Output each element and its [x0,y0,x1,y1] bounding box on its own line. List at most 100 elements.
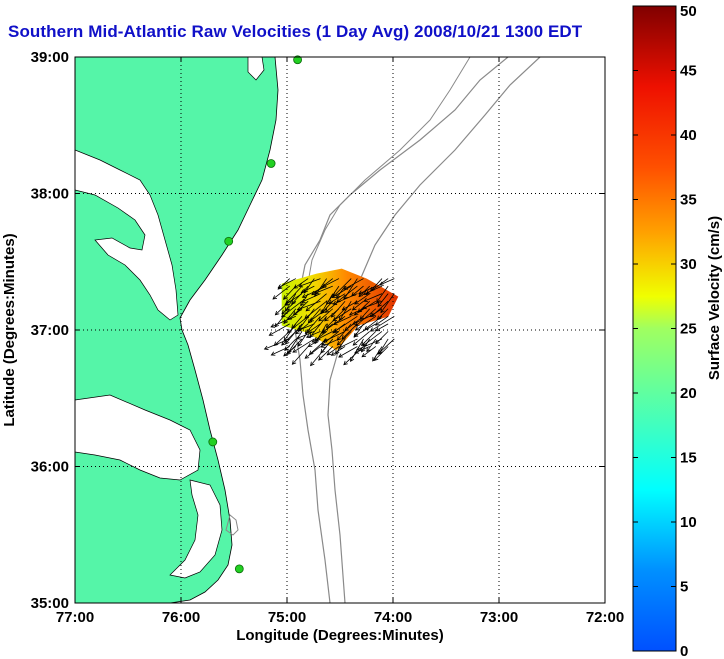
velocity-arrow [331,300,346,318]
velocity-arrow [326,308,346,328]
velocity-arrow [343,346,364,365]
velocity-arrow [292,346,309,365]
velocity-arrow [341,323,358,340]
velocity-arrow [277,278,290,290]
velocity-arrow [352,300,364,311]
velocity-arrowhead [286,350,291,356]
velocity-arrowhead [291,300,296,305]
velocity-arrowhead [361,352,367,358]
velocity-arrow [326,346,340,356]
velocity-arrowhead [371,312,376,317]
colorbar-tick-label: 30 [680,256,697,273]
velocity-arrowhead [300,298,306,303]
velocity-arrow [318,308,334,322]
velocity-arrowhead [324,316,329,322]
velocity-arrow [375,323,389,332]
velocity-arrow [296,331,315,340]
velocity-arrowhead [362,304,367,310]
x-axis-label: Longitude (Degrees:Minutes) [236,627,444,644]
velocity-arrowhead [376,298,381,303]
velocity-arrowhead [291,360,297,365]
velocity-arrow [352,331,370,346]
velocity-arrowhead [304,354,310,359]
velocity-arrow [371,300,389,317]
velocity-arrowhead [296,306,302,311]
velocity-arrow [334,315,358,333]
velocity-arrow [377,338,395,355]
velocity-arrowhead [274,322,280,328]
velocity-arrow [301,285,315,294]
velocity-arrow [333,278,352,297]
x-tick-label: 77:00 [56,609,94,626]
station-marker [293,55,303,65]
colorbar-tick-label: 15 [680,450,697,467]
velocity-arrowhead [321,283,327,288]
velocity-arrowhead [263,345,269,350]
velocity-arrowhead [284,339,290,345]
velocity-arrowhead [283,352,288,357]
velocity-arrowhead [292,348,298,353]
velocity-arrowhead [292,311,298,316]
velocity-arrowhead [310,361,315,367]
velocity-arrow [343,278,358,300]
y-tick-label: 39:00 [31,49,69,66]
velocity-arrowhead [281,309,286,315]
velocity-arrow [375,331,389,345]
velocity-arrowhead [283,295,288,300]
velocity-arrowhead [375,339,380,345]
velocity-arrow [377,308,389,320]
depth-contour-bump [225,514,239,536]
velocity-arrowhead [285,307,290,312]
velocity-arrowhead [268,331,274,336]
velocity-arrow [370,278,383,292]
velocity-arrow [352,315,370,325]
velocity-arrow [366,278,389,295]
velocity-arrow [336,285,358,303]
velocity-arrowhead [295,329,300,335]
colorbar-tick-label: 45 [680,63,697,80]
velocity-arrowhead [366,347,371,353]
velocity-arrow [362,300,383,309]
velocity-arrow [278,278,297,289]
velocity-arrowhead [297,342,302,347]
velocity-arrowhead [330,313,336,318]
y-tick-label: 35:00 [31,595,69,612]
velocity-arrowhead [300,301,305,307]
station-marker [224,236,234,246]
velocity-arrowhead [341,306,347,311]
velocity-arrow [305,316,321,334]
velocity-arrow [379,278,395,286]
velocity-arrowhead [348,311,354,316]
velocity-arrowhead [363,297,368,303]
velocity-arrow [363,293,383,302]
velocity-arrow [298,308,315,330]
velocity-arrow [302,285,327,298]
velocity-arrow [375,315,389,326]
velocity-arrow [304,346,321,359]
velocity-arrow [285,293,297,312]
velocity-arrow [298,278,321,287]
velocity-arrow [362,331,383,347]
velocity-arrowhead [359,315,365,320]
x-tick-label: 76:00 [162,609,200,626]
velocity-arrow [332,308,352,322]
velocity-arrowhead [308,350,314,356]
velocity-arrow [339,300,352,321]
velocity-arrowhead [353,311,359,316]
y-axis-label: Latitude (Degrees:Minutes) [1,233,18,426]
velocity-arrowhead [355,322,360,327]
velocity-arrow [370,315,395,332]
velocity-arrowhead [287,315,292,321]
velocity-arrowhead [352,341,358,346]
velocity-arrowhead [309,333,314,338]
velocity-arrowhead [330,351,336,356]
grid-lines [75,57,605,603]
velocity-arrowhead [341,335,346,340]
x-axis-ticks: 77:00 76:00 75:00 74:00 73:00 72:00 [56,57,624,626]
velocity-arrow [311,331,333,343]
y-tick-label: 37:00 [31,322,69,339]
velocity-arrow [366,338,377,352]
velocity-arrow [359,308,370,320]
velocity-arrow [323,331,346,343]
velocity-arrowhead [321,309,326,314]
